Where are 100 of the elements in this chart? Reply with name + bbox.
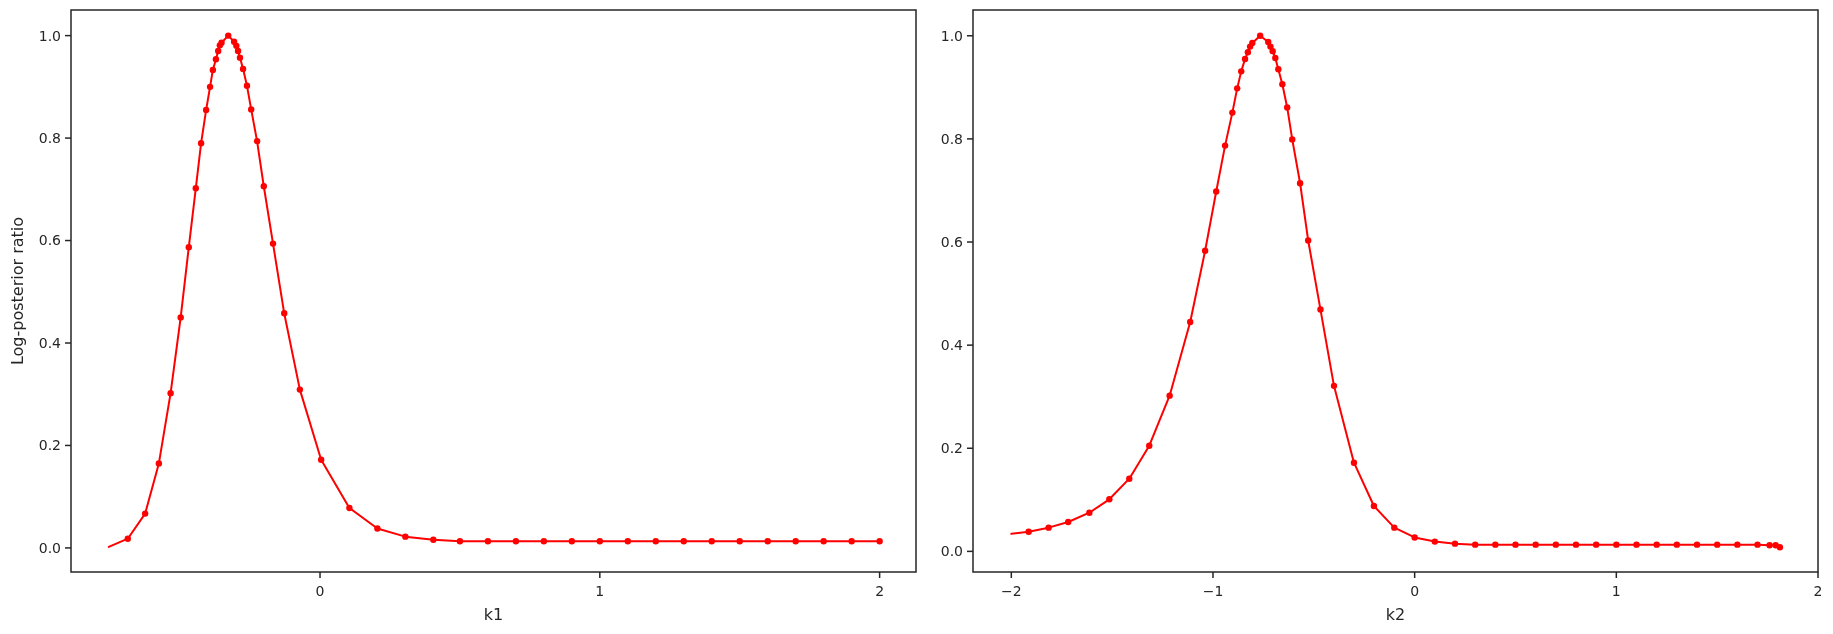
y-axis-title: Log-posterior ratio (8, 216, 27, 366)
point (1256, 32, 1264, 39)
point (1296, 180, 1304, 187)
point (1713, 541, 1721, 548)
point (197, 140, 205, 147)
x-axis-title: k1 (483, 605, 504, 624)
point (1431, 538, 1439, 545)
point (209, 66, 217, 74)
x-tick-label: −2 (1001, 583, 1022, 599)
point (296, 386, 304, 393)
point (1613, 541, 1620, 548)
point (192, 185, 199, 192)
point (1045, 524, 1052, 531)
point (1350, 459, 1358, 466)
point (253, 137, 261, 145)
point (243, 82, 251, 90)
point (820, 538, 827, 545)
y-tick-label: 0.4 (38, 334, 62, 351)
point (155, 460, 163, 467)
point (247, 106, 255, 113)
point (185, 244, 192, 251)
y-tick-label: 0.2 (38, 437, 61, 454)
point (167, 390, 174, 397)
x-axis-title: k2 (1385, 605, 1406, 624)
point (206, 83, 214, 91)
y-tick-label: 0.6 (38, 232, 62, 249)
point (260, 183, 267, 190)
x-tick-label: 2 (875, 583, 885, 599)
point (1201, 247, 1209, 254)
y-tick-label: 0.4 (940, 337, 964, 354)
point (1471, 541, 1479, 548)
point (269, 240, 277, 247)
point (1187, 318, 1194, 326)
point (1532, 541, 1539, 548)
point (1275, 66, 1282, 73)
point (1126, 475, 1133, 482)
point (848, 538, 855, 545)
point (1512, 541, 1519, 548)
point (346, 504, 353, 512)
point (1411, 534, 1418, 541)
point (1025, 528, 1032, 535)
point (1289, 136, 1296, 143)
point (568, 538, 576, 545)
y-tick-label: 0.6 (940, 233, 964, 250)
point (1106, 496, 1113, 503)
point (1233, 85, 1241, 92)
y-tick-label: 0.8 (940, 130, 963, 147)
point (456, 538, 464, 545)
point (540, 538, 548, 545)
point (596, 538, 604, 545)
point (876, 538, 883, 545)
point (1492, 541, 1499, 548)
point (624, 538, 632, 545)
y-tick-label: 1.0 (38, 27, 61, 44)
point (1633, 541, 1640, 548)
point (1284, 104, 1291, 111)
point (1269, 48, 1276, 55)
y-tick-label: 0.0 (38, 539, 61, 556)
point (1330, 382, 1338, 390)
point (1572, 541, 1580, 548)
point (225, 32, 232, 39)
point (652, 538, 659, 545)
x-tick-label: 1 (595, 583, 605, 599)
point (1166, 392, 1173, 399)
point (281, 310, 288, 317)
x-tick-label: 0 (1410, 583, 1420, 599)
y-tick-label: 0.0 (940, 543, 963, 560)
point (236, 54, 244, 61)
point (1370, 502, 1378, 510)
point (1734, 541, 1741, 548)
point (1304, 237, 1312, 244)
point (1272, 54, 1279, 62)
point (1086, 509, 1093, 516)
point (708, 538, 715, 545)
y-tick-label: 0.2 (940, 440, 963, 457)
point (212, 55, 220, 63)
point (512, 538, 520, 545)
point (792, 538, 799, 545)
point (736, 538, 743, 545)
point (233, 42, 240, 50)
point (1317, 306, 1324, 313)
y-tick-label: 0.8 (38, 129, 61, 146)
point (764, 538, 771, 545)
point (1391, 524, 1398, 531)
x-tick-label: 1 (1611, 583, 1621, 599)
point (1244, 49, 1252, 56)
point (1279, 81, 1286, 88)
point (1552, 541, 1560, 548)
point (1249, 39, 1256, 47)
point (1238, 68, 1245, 75)
point (234, 47, 242, 55)
point (202, 106, 210, 114)
point (124, 535, 131, 542)
point (1146, 442, 1153, 449)
point (1776, 544, 1784, 551)
point (1592, 541, 1600, 548)
x-tick-label: −1 (1202, 583, 1224, 599)
y-tick-label: 1.0 (940, 27, 963, 44)
point (1241, 55, 1249, 63)
point (1213, 188, 1220, 195)
